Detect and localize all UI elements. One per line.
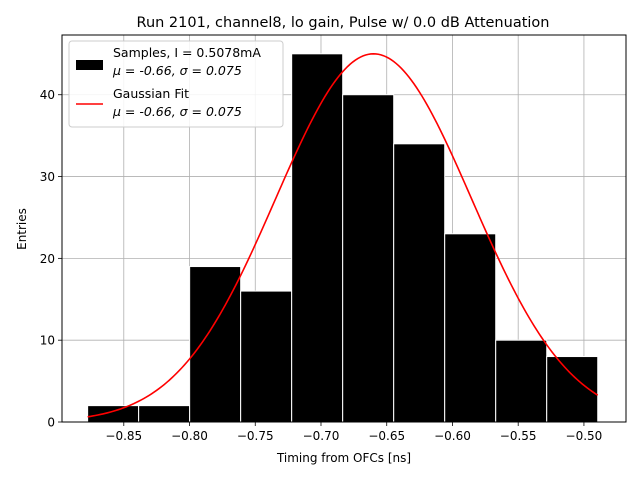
- histogram-bar: [291, 53, 344, 423]
- x-axis-label: Timing from OFCs [ns]: [276, 451, 411, 465]
- x-tick-label: −0.50: [566, 429, 603, 443]
- x-tick-label: −0.80: [171, 429, 208, 443]
- legend-samples-swatch: [76, 60, 103, 70]
- x-tick-label: −0.60: [434, 429, 471, 443]
- legend-samples-label: Samples, I = 0.5078mA: [113, 45, 261, 60]
- x-axis-ticks: −0.85 −0.80 −0.75 −0.70 −0.65 −0.60 −0.55 −0.50: [105, 422, 602, 443]
- histogram-bar: [240, 290, 293, 423]
- legend-box: [68, 40, 284, 128]
- y-tick-label: 10: [40, 334, 55, 348]
- y-axis-ticks: 0 10 20 30 40: [40, 88, 62, 430]
- plot-frame: [61, 34, 627, 423]
- histogram-bar: [138, 405, 191, 423]
- histogram-bar: [495, 339, 548, 423]
- y-tick-label: 20: [40, 252, 55, 266]
- histogram-bar: [393, 143, 446, 423]
- y-tick-label: 0: [47, 416, 55, 430]
- gaussian-fit-curve: [87, 53, 599, 418]
- histogram-bar: [444, 233, 497, 423]
- legend-samples-stats: μ = -0.66, σ = 0.075: [112, 63, 242, 78]
- legend: Samples, I = 0.5078mA μ = -0.66, σ = 0.0…: [68, 40, 284, 128]
- x-tick-label: −0.65: [368, 429, 405, 443]
- legend-fit-stats: μ = -0.66, σ = 0.075: [112, 104, 242, 119]
- y-axis-label: Entries: [15, 208, 29, 250]
- x-tick-label: −0.75: [237, 429, 274, 443]
- x-tick-label: −0.55: [500, 429, 537, 443]
- y-tick-label: 30: [40, 170, 55, 184]
- legend-fit-label: Gaussian Fit: [113, 86, 189, 101]
- chart-title: Run 2101, channel8, lo gain, Pulse w/ 0.…: [137, 15, 550, 31]
- histogram-bars: [87, 53, 599, 423]
- histogram-bar: [87, 405, 140, 423]
- histogram-bar: [342, 94, 395, 423]
- x-tick-label: −0.70: [303, 429, 340, 443]
- y-tick-label: 40: [40, 88, 55, 102]
- x-tick-label: −0.85: [105, 429, 142, 443]
